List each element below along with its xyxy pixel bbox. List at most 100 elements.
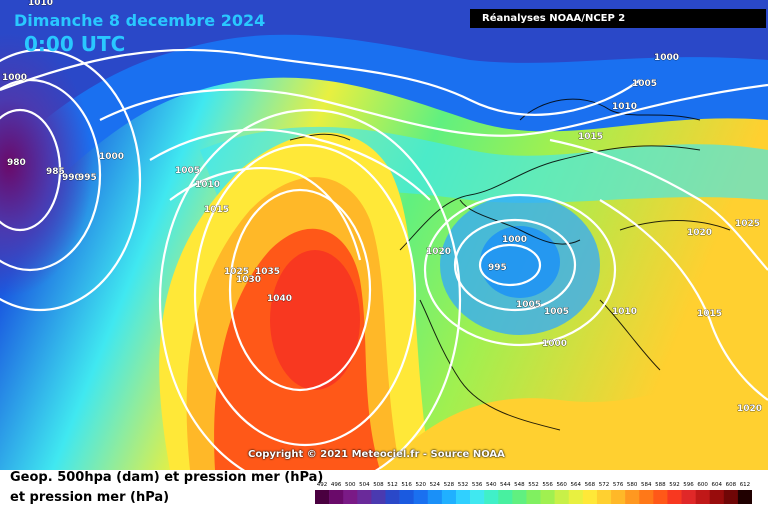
isobar-label: 1010	[195, 180, 220, 190]
scale-swatch	[723, 490, 739, 504]
coastline-north	[289, 98, 701, 141]
geopotential-color-scale: 492 496 500 504 508 512 516 520 524 528 532 536 540 5…	[315, 482, 752, 504]
scale-tick-label: 596	[683, 482, 694, 488]
scale-tick-label: 608	[726, 482, 737, 488]
source-label: Réanalyses NOAA/NCEP 2	[470, 9, 766, 28]
isobar-label-group: 1010 1000 980 985 990 995 1000 1005 1010…	[2, 0, 763, 414]
scale-tick-label: 508	[373, 482, 384, 488]
scale-tick-label: 580	[627, 482, 638, 488]
scale-swatch	[681, 490, 696, 504]
isobar-label: 1020	[737, 404, 762, 414]
scale-swatch	[498, 490, 513, 504]
isobar-label: 1000	[2, 73, 27, 83]
scale-swatch	[582, 490, 598, 504]
isobar-label: 1020	[426, 247, 451, 257]
scale-swatch	[371, 490, 386, 504]
scale-tick-label: 540	[486, 482, 497, 488]
scale-tick-label: 528	[444, 482, 455, 488]
scale-tick-label: 516	[401, 482, 412, 488]
atlantic-ridge-core	[270, 250, 360, 390]
scale-swatch	[455, 490, 471, 504]
scale-swatch	[343, 490, 358, 504]
reanalysis-map: 1010 1000 980 985 990 995 1000 1005 1010…	[0, 0, 768, 470]
scale-tick-label: 496	[331, 482, 342, 488]
scale-swatch	[315, 490, 330, 504]
scale-tick-label: 524	[430, 482, 441, 488]
scale-swatch	[667, 490, 682, 504]
scale-swatch	[399, 490, 414, 504]
scale-tick-label: 564	[571, 482, 582, 488]
isobar-label: 985	[46, 167, 65, 177]
isobar-label: 980	[7, 158, 26, 168]
isobar-label: 1040	[267, 294, 292, 304]
scale-swatch	[540, 490, 555, 504]
scale-tick-label: 604	[712, 482, 723, 488]
scale-tick-label: 572	[599, 482, 610, 488]
isobar-label: 1015	[204, 205, 229, 215]
scale-tick-label: 576	[613, 482, 624, 488]
scale-tick-label: 612	[740, 482, 751, 488]
scale-swatch	[568, 490, 584, 504]
isobar-label: 1015	[578, 132, 603, 142]
scale-swatch	[625, 490, 640, 504]
scale-swatch	[357, 490, 372, 504]
scale-tick-label: 500	[345, 482, 356, 488]
scale-swatch	[709, 490, 725, 504]
isobar-label: 1000	[542, 339, 567, 349]
scale-swatch	[385, 490, 400, 504]
scale-swatch	[441, 490, 457, 504]
scale-swatch	[695, 490, 711, 504]
scale-swatch	[526, 490, 541, 504]
scale-tick-label: 492	[317, 482, 328, 488]
legend-title: Geop. 500hpa (dam) et pression mer (hPa)	[10, 470, 324, 485]
scale-tick-label: 568	[585, 482, 596, 488]
isobar-label: 1025	[224, 267, 249, 277]
scale-tick-label: 592	[669, 482, 680, 488]
map-time: 0:00 UTC	[24, 32, 126, 56]
isobar-label: 1010	[28, 0, 53, 8]
scale-tick-label: 504	[359, 482, 370, 488]
isobar-label: 1010	[612, 307, 637, 317]
southern-yellow-area	[380, 350, 768, 470]
isobar-label: 995	[78, 173, 97, 183]
scale-tick-label: 588	[655, 482, 666, 488]
scale-swatch	[737, 490, 752, 504]
europe-cutoff-core	[480, 226, 560, 298]
isobar-label: 1005	[516, 300, 541, 310]
isobar-label: 1005	[175, 166, 200, 176]
scale-tick-label: 552	[528, 482, 539, 488]
scale-tick-label: 512	[387, 482, 398, 488]
scale-tick-label: 520	[415, 482, 426, 488]
scale-tick-label: 548	[514, 482, 525, 488]
scale-tick-label: 544	[500, 482, 511, 488]
copyright-label: Copyright © 2021 Meteociel.fr - Source N…	[248, 449, 505, 460]
isobar-label: 990	[62, 173, 81, 183]
scale-swatch	[427, 490, 443, 504]
isobar-label: 1035	[255, 267, 280, 277]
isobar-label: 1000	[502, 235, 527, 245]
scale-tick-label: 532	[458, 482, 469, 488]
scale-swatch	[639, 490, 654, 504]
scale-tick-label: 584	[641, 482, 652, 488]
scale-swatch	[470, 490, 485, 504]
isobar-label: 1030	[236, 275, 261, 285]
scale-swatch	[329, 490, 344, 504]
scale-tick-label: 556	[542, 482, 553, 488]
isobar-label: 1010	[612, 102, 637, 112]
isobar-label: 1015	[697, 309, 722, 319]
isobar-label: 1000	[654, 53, 679, 63]
scale-swatch	[484, 490, 499, 504]
isobar-lines	[0, 48, 768, 470]
scale-swatch	[554, 490, 570, 504]
isobar-label: 1005	[632, 79, 657, 89]
scale-tick-label: 536	[472, 482, 483, 488]
map-date: Dimanche 8 decembre 2024	[14, 11, 266, 30]
scale-tick-label: 560	[556, 482, 567, 488]
isobar-label: 1000	[99, 152, 124, 162]
scale-swatch	[611, 490, 626, 504]
isobar-label: 1025	[735, 219, 760, 229]
scale-swatch	[413, 490, 429, 504]
scale-swatch	[596, 490, 612, 504]
isobar-label: 995	[488, 263, 507, 273]
isobar-label: 1020	[687, 228, 712, 238]
